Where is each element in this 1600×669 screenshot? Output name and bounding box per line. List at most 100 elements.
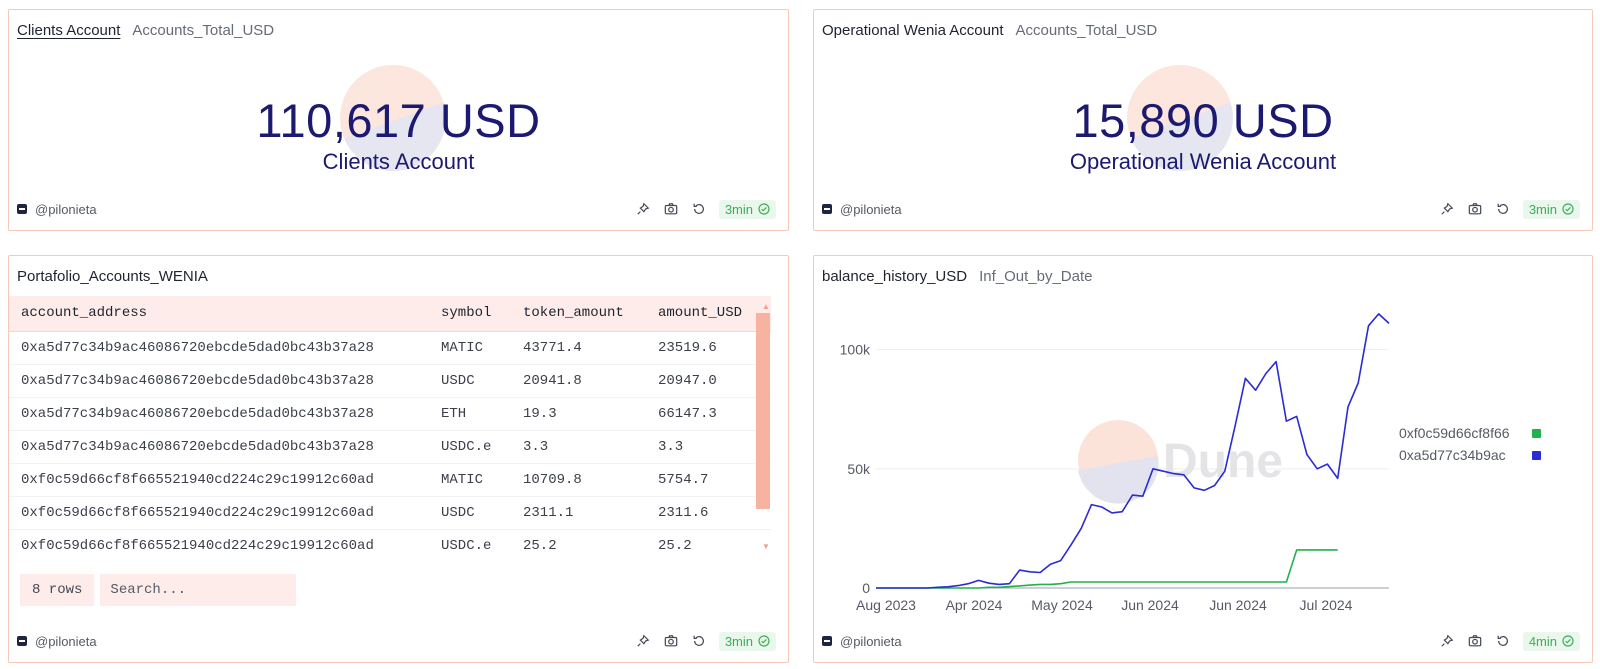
counter-label: Operational Wenia Account [1069, 149, 1337, 174]
panel-title[interactable]: Portafolio_Accounts_WENIA [17, 268, 208, 285]
table-search-input[interactable] [100, 574, 297, 606]
column-header[interactable]: token_amount [511, 296, 646, 332]
table-cell: 20947.0 [646, 364, 771, 398]
refresh-icon[interactable] [1495, 201, 1511, 217]
embed-icon[interactable] [635, 633, 651, 649]
portfolio-table-panel: Portafolio_Accounts_WENIA account_addres… [8, 255, 789, 663]
embed-icon[interactable] [1439, 633, 1455, 649]
panel-header: Operational Wenia Account Accounts_Total… [822, 22, 1157, 39]
refresh-status-badge: 3min [718, 631, 776, 651]
footer-tools: 3min [635, 631, 776, 651]
counter-area: 110,617 USD Clients Account [9, 65, 788, 175]
author-name: @pilonieta [35, 633, 97, 649]
legend-label: 0xa5d77c34b9ac [1399, 447, 1506, 463]
refresh-time: 3min [724, 201, 753, 217]
dune-logo-icon [1127, 65, 1233, 171]
y-tick-label: 0 [862, 580, 870, 596]
author[interactable]: @pilonieta [17, 202, 97, 217]
refresh-icon[interactable] [1495, 633, 1511, 649]
check-circle-icon [1562, 203, 1574, 215]
series-line [876, 313, 1390, 589]
author-name: @pilonieta [35, 201, 97, 217]
dune-watermark-text: Dune [1163, 435, 1283, 488]
table-cell: 43771.4 [511, 331, 646, 365]
author[interactable]: @pilonieta [17, 634, 97, 649]
table-cell: 25.2 [511, 529, 646, 556]
camera-icon[interactable] [663, 201, 679, 217]
footer-tools: 3min [1439, 199, 1580, 219]
check-circle-icon [1562, 635, 1574, 647]
panel-title[interactable]: Clients Account [17, 22, 121, 39]
legend-swatch [1532, 428, 1541, 438]
scroll-down-arrow-icon[interactable]: ▼ [762, 542, 770, 551]
dune-logo-lower-half [1078, 456, 1159, 504]
author-avatar-icon [822, 204, 832, 214]
camera-icon[interactable] [1467, 201, 1483, 217]
counter-label: Clients Account [322, 149, 475, 174]
table-cell: 66147.3 [646, 397, 771, 431]
balance-history-chart: 0 50k 100k Dune Aug 2023 Apr 2024 May 2024 Jun … [840, 313, 1390, 613]
camera-icon[interactable] [663, 633, 679, 649]
author-avatar-icon [17, 636, 27, 646]
footer-tools: 3min [635, 199, 776, 219]
table-cell: 2311.1 [511, 496, 646, 530]
clients-account-panel: Clients Account Accounts_Total_USD 110,6… [8, 9, 789, 231]
table-cell: 25.2 [646, 529, 771, 556]
y-tick-label: 50k [847, 461, 871, 477]
legend-item[interactable]: 0xa5d77c34b9ac [1399, 444, 1541, 466]
table-scrollbar[interactable] [756, 313, 770, 509]
table-cell: 0xa5d77c34b9ac46086720ebcde5dad0bc43b37a… [9, 364, 429, 398]
author-name: @pilonieta [840, 633, 902, 649]
table-header-row: account_address symbol token_amount amou… [9, 296, 771, 332]
table-row: 0xf0c59d66cf8f665521940cd224c29c19912c60… [9, 496, 771, 530]
legend-item[interactable]: 0xf0c59d66cf8f66 [1399, 422, 1541, 444]
counter-area: 15,890 USD Operational Wenia Account [814, 65, 1592, 175]
table-cell: 0xa5d77c34b9ac46086720ebcde5dad0bc43b37a… [9, 331, 429, 365]
refresh-time: 4min [1528, 633, 1557, 649]
refresh-icon[interactable] [691, 633, 707, 649]
panel-header: Portafolio_Accounts_WENIA [17, 268, 208, 285]
refresh-time: 3min [724, 633, 753, 649]
dune-logo-icon [340, 65, 446, 171]
author[interactable]: @pilonieta [822, 634, 902, 649]
panel-title[interactable]: Operational Wenia Account [822, 22, 1004, 39]
legend-swatch [1532, 450, 1541, 460]
author-avatar-icon [822, 636, 832, 646]
author-name: @pilonieta [840, 201, 902, 217]
embed-icon[interactable] [1439, 201, 1455, 217]
scroll-up-arrow-icon[interactable]: ▲ [762, 302, 770, 311]
table-cell: 23519.6 [646, 331, 771, 365]
author[interactable]: @pilonieta [822, 202, 902, 217]
panel-subtitle: Inf_Out_by_Date [979, 268, 1093, 285]
column-header[interactable]: symbol [429, 296, 511, 332]
x-tick-label: May 2024 [1031, 597, 1093, 613]
camera-icon[interactable] [1467, 633, 1483, 649]
x-tick-label: Aug 2023 [856, 597, 916, 613]
embed-icon[interactable] [635, 201, 651, 217]
author-avatar-icon [17, 204, 27, 214]
refresh-status-badge: 3min [1522, 199, 1580, 219]
table-row: 0xa5d77c34b9ac46086720ebcde5dad0bc43b37a… [9, 331, 771, 365]
table-row: 0xa5d77c34b9ac46086720ebcde5dad0bc43b37a… [9, 397, 771, 431]
table-cell: 3.3 [511, 430, 646, 464]
row-count: 8 rows [20, 574, 95, 606]
table-row: 0xf0c59d66cf8f665521940cd224c29c19912c60… [9, 463, 771, 497]
panel-subtitle: Accounts_Total_USD [1015, 22, 1158, 39]
table-cell: USDC [429, 364, 511, 398]
chart-legend: 0xf0c59d66cf8f66 0xa5d77c34b9ac [1399, 422, 1541, 466]
panel-footer: @pilonieta 3min [17, 630, 776, 652]
panel-subtitle: Accounts_Total_USD [132, 22, 275, 39]
table-cell: MATIC [429, 331, 511, 365]
table-cell: 3.3 [646, 430, 771, 464]
column-header[interactable]: amount_USD [646, 296, 771, 332]
x-tick-label: Jun 2024 [1121, 597, 1179, 613]
table-cell: 0xf0c59d66cf8f665521940cd224c29c19912c60… [9, 496, 429, 530]
column-header[interactable]: account_address [9, 296, 429, 332]
panel-title[interactable]: balance_history_USD [822, 268, 968, 285]
table-cell: USDC.e [429, 529, 511, 556]
panel-header: balance_history_USD Inf_Out_by_Date [822, 268, 1093, 285]
table-cell: 0xa5d77c34b9ac46086720ebcde5dad0bc43b37a… [9, 430, 429, 464]
refresh-icon[interactable] [691, 201, 707, 217]
table-row: 0xa5d77c34b9ac46086720ebcde5dad0bc43b37a… [9, 364, 771, 398]
table-body: 0xa5d77c34b9ac46086720ebcde5dad0bc43b37a… [9, 331, 771, 556]
